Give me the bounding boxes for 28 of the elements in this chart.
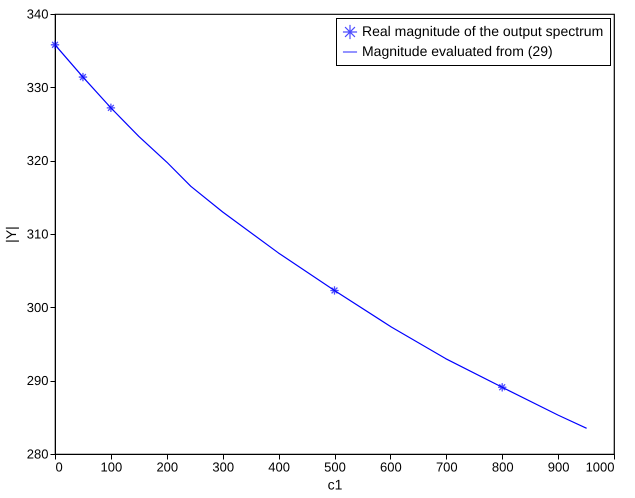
- y-tick-label: 340: [26, 6, 48, 22]
- x-tick-label: 600: [380, 460, 402, 474]
- x-axis-title: c1: [328, 476, 343, 492]
- y-tick-label: 330: [26, 80, 48, 95]
- x-tick-label: 100: [100, 460, 122, 474]
- y-tick-label: 280: [26, 446, 48, 462]
- legend-label: Magnitude evaluated from (29): [362, 43, 553, 59]
- y-axis-title: |Y|: [2, 226, 19, 243]
- point: [497, 382, 508, 392]
- x-tick-label: 900: [548, 460, 570, 474]
- x-tick-label: 800: [492, 460, 514, 474]
- x-tick-label: 700: [436, 460, 458, 474]
- y-tick-label: 290: [26, 373, 48, 388]
- point: [106, 103, 116, 113]
- y-tick-label: 300: [26, 300, 48, 315]
- point: [50, 40, 60, 50]
- line-series: [54, 44, 588, 429]
- point: [78, 72, 88, 82]
- y-tick-label: 320: [26, 153, 48, 168]
- legend-label: Real magnitude of the output spectrum: [362, 23, 604, 39]
- x-tick-label: 200: [156, 460, 178, 474]
- x-tick-label: 500: [324, 460, 346, 474]
- x-tick-label: 1000: [586, 460, 614, 474]
- point: [330, 286, 340, 296]
- x-tick-label: 300: [212, 460, 234, 474]
- x-tick-label: 400: [268, 460, 290, 474]
- x-tick-label: 0: [56, 460, 63, 474]
- y-tick-label: 310: [26, 226, 48, 242]
